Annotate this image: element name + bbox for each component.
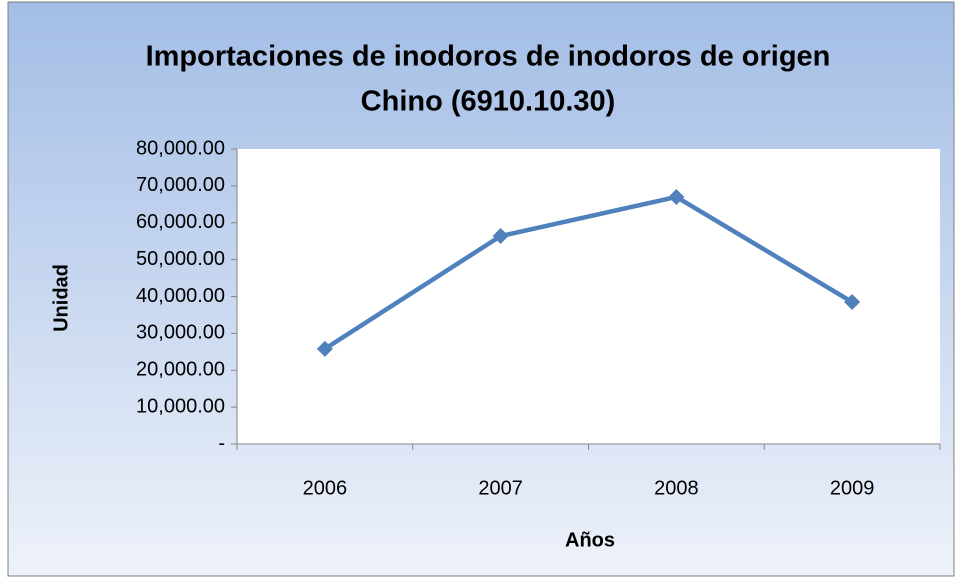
data-point: [492, 228, 509, 245]
y-tick-label: -: [218, 432, 225, 454]
y-tick-label: 50,000.00: [136, 248, 225, 270]
x-tick-label: 2009: [830, 477, 875, 499]
data-point: [668, 188, 685, 205]
data-point: [316, 340, 333, 357]
y-tick-label: 70,000.00: [136, 174, 225, 196]
y-axis-title: Unidad: [50, 264, 72, 332]
y-tick-label: 60,000.00: [136, 211, 225, 233]
chart-title: Importaciones de inodoros de inodoros de…: [146, 41, 831, 73]
plot-area: [237, 149, 940, 444]
y-tick-label: 80,000.00: [136, 137, 225, 159]
data-line: [323, 194, 854, 351]
y-tick-label: 20,000.00: [136, 359, 225, 381]
chart-title: Chino (6910.10.30): [361, 86, 616, 118]
y-tick-label: 30,000.00: [136, 322, 225, 344]
x-tick-label: 2007: [478, 477, 523, 499]
x-tick-label: 2008: [654, 477, 699, 499]
x-tick-label: 2006: [303, 477, 348, 499]
data-point: [844, 294, 861, 311]
y-tick-label: 40,000.00: [136, 285, 225, 307]
x-axis-title: Años: [565, 529, 615, 551]
y-tick-label: 10,000.00: [136, 395, 225, 417]
